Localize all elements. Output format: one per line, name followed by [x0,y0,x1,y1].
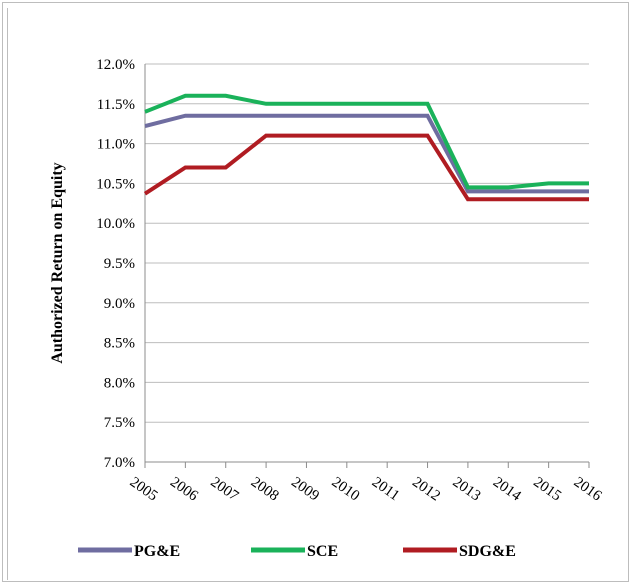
y-axis-title: Authorized Return on Equity [49,162,66,363]
x-tick-label: 2006 [167,474,201,505]
legend-label: SDG&E [459,543,516,560]
y-tick-label: 7.0% [104,455,135,471]
x-tick-label: 2007 [207,474,241,505]
y-tick-label: 8.0% [104,375,135,391]
x-tick-label: 2012 [409,474,443,504]
x-tick-label: 2014 [490,474,524,505]
x-tick-label: 2013 [450,474,484,504]
x-tick-label: 2009 [288,474,322,504]
gridlines [145,63,589,423]
series-line-sdg-e [143,133,589,202]
x-tick-labels: 2005 2006 2007 2008 2009 2010 2011 2012 2013 2014… [127,474,605,505]
y-tick-label: 9.0% [104,296,135,312]
y-tick-label: 8.5% [104,336,135,352]
x-tick-label: 2010 [329,474,363,504]
x-tick-label: 2016 [571,474,605,505]
x-tick-label: 2005 [127,474,161,504]
frame-divider [7,8,8,580]
y-tick-labels: 7.0% 7.5% 8.0% 8.5% 9.0% 9.5% 10.0% 10.5% 11.0% 1… [96,57,135,471]
y-tick-label: 7.5% [104,415,135,431]
legend: PG&E SCE SDG&E [78,543,516,560]
series-lines [143,93,589,202]
x-tick-label: 2015 [530,474,564,504]
y-tick-label: 11.0% [97,137,135,153]
chart-container: 7.0% 7.5% 8.0% 8.5% 9.0% 9.5% 10.0% 10.5% 11.0% 1… [14,2,629,582]
y-tick-label: 10.5% [96,176,135,192]
x-tick-label: 2008 [248,474,282,504]
x-tick-label: 2011 [369,474,402,504]
legend-label: PG&E [134,543,180,560]
y-tick-label: 12.0% [96,57,135,73]
axes [144,64,590,468]
series-line-pg-e [144,113,589,194]
y-tick-label: 11.5% [97,97,135,113]
y-tick-label: 9.5% [104,256,135,272]
outer-frame [2,2,629,582]
y-tick-label: 10.0% [96,216,135,232]
series-line-sce [144,93,589,190]
legend-label: SCE [307,543,338,560]
line-chart: 7.0% 7.5% 8.0% 8.5% 9.0% 9.5% 10.0% 10.5% 11.0% 1… [49,57,605,560]
